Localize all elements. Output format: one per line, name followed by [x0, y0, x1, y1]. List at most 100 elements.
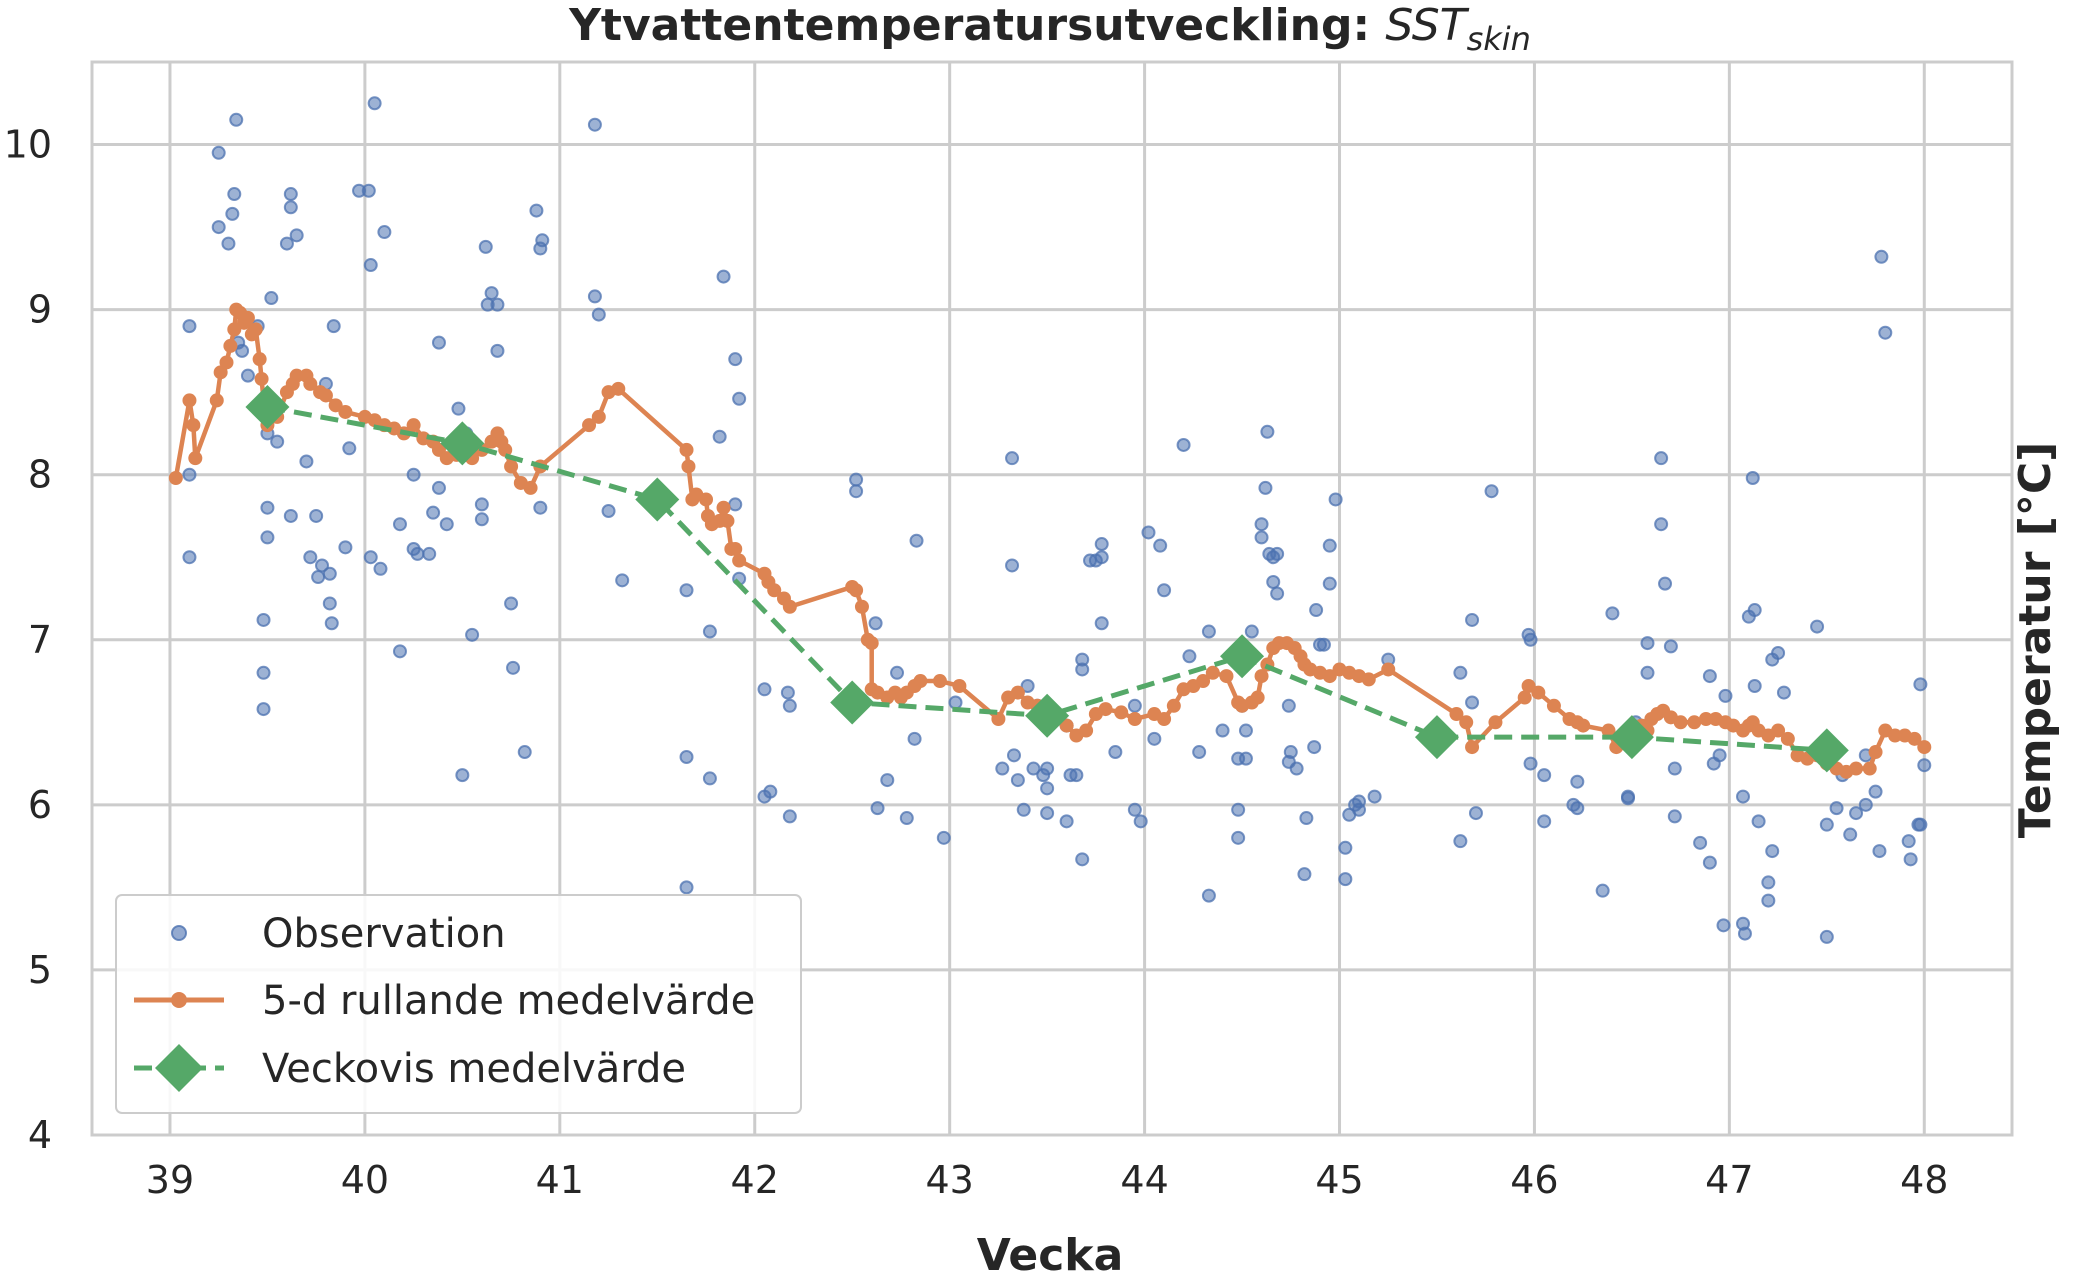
- observation-point: [1040, 761, 1055, 776]
- rolling-mean-point: [1771, 723, 1786, 738]
- observation-point: [1523, 756, 1538, 771]
- observation-point: [1761, 893, 1776, 908]
- observation-point: [1338, 872, 1353, 887]
- observation-point: [782, 809, 797, 824]
- rolling-mean-point: [209, 393, 224, 408]
- observation-point: [484, 286, 499, 301]
- legend-label-rolling: 5-d rullande medelvärde: [262, 978, 755, 1024]
- observation-point: [716, 269, 731, 284]
- observation-point: [1621, 791, 1635, 806]
- rolling-mean-point: [1114, 705, 1129, 720]
- observation-point: [909, 533, 924, 548]
- observation-point: [1133, 814, 1148, 829]
- rolling-mean-point: [1907, 731, 1922, 746]
- observation-point: [1127, 802, 1142, 817]
- observation-point: [474, 512, 489, 527]
- observation-point: [732, 391, 747, 406]
- rolling-mean-point: [854, 599, 869, 614]
- rolling-mean-point: [1250, 690, 1265, 705]
- rolling-mean-point: [223, 338, 238, 353]
- rolling-mean-point: [1488, 715, 1503, 730]
- observation-point: [1108, 745, 1123, 760]
- observation-point: [1258, 480, 1273, 495]
- rolling-mean-point: [720, 513, 735, 528]
- rolling-mean-point: [1780, 731, 1795, 746]
- observation-point: [474, 497, 489, 512]
- observation-point: [1776, 685, 1791, 700]
- observation-point: [712, 429, 727, 444]
- observation-point: [1570, 801, 1585, 816]
- rolling-mean-point: [498, 442, 513, 457]
- rolling-mean-point: [1601, 723, 1616, 738]
- observation-point: [225, 206, 240, 221]
- observation-point: [1810, 619, 1825, 634]
- rolling-mean-point: [1673, 715, 1688, 730]
- observation-point: [1453, 665, 1468, 680]
- observation-point: [880, 773, 895, 788]
- observation-point: [1868, 784, 1883, 799]
- observation-point: [439, 517, 454, 532]
- observation-point: [1819, 817, 1834, 832]
- y-tick-label: 8: [28, 453, 52, 497]
- observation-point: [1829, 801, 1844, 816]
- observation-point: [1595, 883, 1610, 898]
- observation-point: [1270, 546, 1285, 561]
- observation-point: [1238, 723, 1253, 738]
- observation-point: [283, 200, 298, 215]
- observation-point: [948, 695, 963, 710]
- observation-point: [367, 96, 382, 111]
- observation-point: [1075, 852, 1090, 867]
- observation-point: [1352, 794, 1367, 809]
- observation-point: [211, 220, 226, 235]
- observation-point: [1016, 802, 1031, 817]
- observation-point: [1307, 740, 1322, 755]
- legend-label-observation: Observation: [262, 911, 506, 957]
- observation-point: [1453, 834, 1468, 849]
- observation-point: [1751, 814, 1766, 829]
- observation-point: [1040, 781, 1055, 796]
- observation-point: [1903, 852, 1918, 867]
- observation-point: [849, 472, 864, 487]
- observation-point: [1737, 926, 1752, 941]
- weekly-mean-point: [1804, 728, 1849, 773]
- observation-point: [283, 187, 298, 202]
- observation-point: [1127, 698, 1142, 713]
- observation-point: [1537, 768, 1552, 783]
- observation-point: [890, 665, 905, 680]
- observation-point: [1075, 662, 1090, 677]
- observation-point: [363, 258, 378, 273]
- observation-point: [1484, 484, 1499, 499]
- observation-point: [1718, 688, 1733, 703]
- observation-point: [361, 183, 376, 198]
- observation-point: [1182, 649, 1197, 664]
- observation-point: [270, 434, 285, 449]
- rolling-mean-point: [182, 393, 197, 408]
- observation-point: [1702, 855, 1717, 870]
- rolling-mean-point: [1888, 728, 1903, 743]
- rolling-mean-point: [1361, 672, 1376, 687]
- y-axis-label: Temperatur [°C]: [2010, 442, 2061, 838]
- observation-point: [431, 335, 446, 350]
- rolling-mean-point: [782, 599, 797, 614]
- weekly-mean-point: [830, 680, 875, 725]
- observation-point: [478, 239, 493, 254]
- y-tick-label: 6: [28, 783, 52, 827]
- observation-point: [757, 682, 772, 697]
- observation-point: [182, 550, 197, 565]
- rolling-mean-point: [952, 678, 967, 693]
- observation-point: [1281, 698, 1296, 713]
- x-tick-label: 42: [731, 1158, 779, 1202]
- observation-point: [899, 811, 914, 826]
- observation-point: [264, 291, 279, 306]
- weekly-mean-point: [440, 421, 485, 466]
- observation-point: [431, 480, 446, 495]
- rolling-mean-point: [591, 409, 606, 424]
- rolling-mean-point: [1010, 685, 1025, 700]
- observation-point: [1322, 538, 1337, 553]
- observation-point: [1761, 875, 1776, 890]
- observation-point: [1819, 929, 1834, 944]
- observation-point: [1299, 811, 1314, 826]
- observation-point: [517, 745, 532, 760]
- observation-point: [1153, 538, 1168, 553]
- y-tick-label: 9: [28, 288, 52, 332]
